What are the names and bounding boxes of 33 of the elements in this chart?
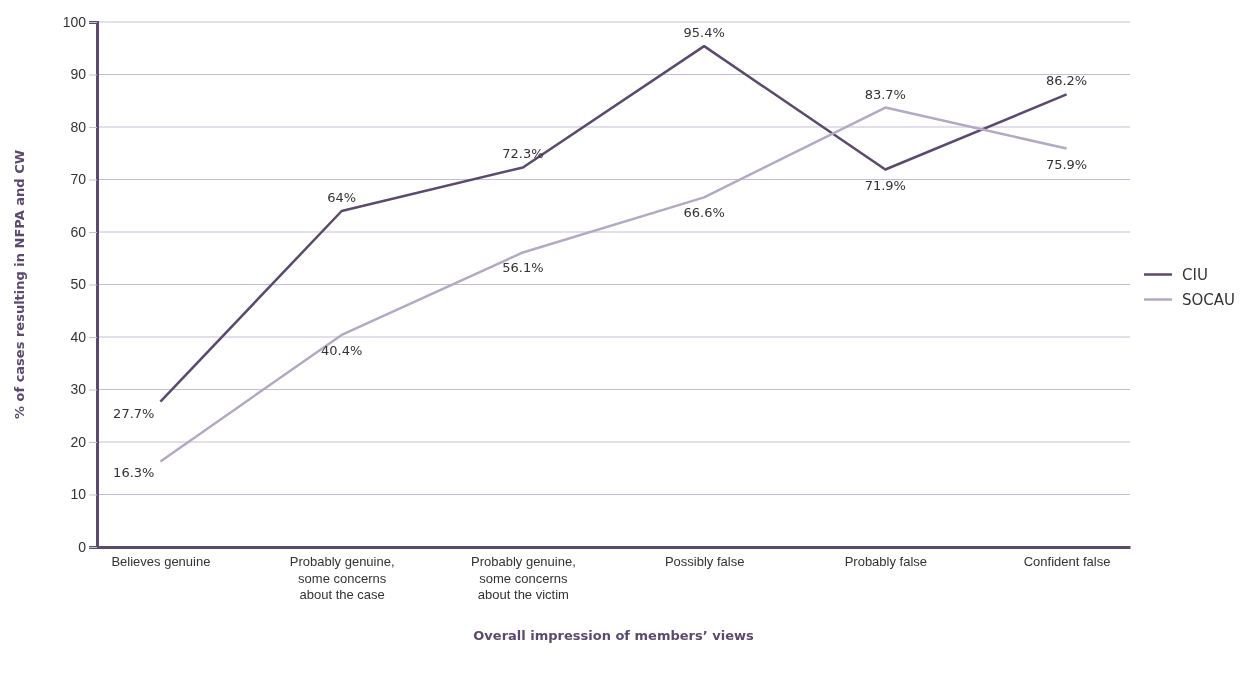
y-tick-label: 90 xyxy=(70,66,87,83)
x-tick-label: Probably false xyxy=(844,553,928,569)
legend-label: CIU xyxy=(1182,265,1208,284)
y-tick-label: 20 xyxy=(70,433,87,450)
y-tick-label: 0 xyxy=(78,538,87,555)
y-axis-title: % of cases resulting in NFPA and CW xyxy=(12,149,27,420)
data-label: 40.4% xyxy=(321,342,363,358)
y-tick-label: 80 xyxy=(70,118,87,135)
x-tick-label: Confident false xyxy=(1023,553,1111,569)
x-tick-label: Probably genuine, some concerns about the case xyxy=(289,553,395,603)
data-label: 64% xyxy=(327,190,357,205)
data-label: 66.6% xyxy=(683,205,725,221)
data-label: 71.9% xyxy=(864,177,906,193)
y-tick-label: 100 xyxy=(62,13,87,30)
x-tick-label: Probably genuine, some concerns about the victim xyxy=(470,553,576,603)
data-label: 86.2% xyxy=(1045,73,1088,89)
data-label: 16.3% xyxy=(113,465,155,481)
data-label: 72.3% xyxy=(502,146,544,162)
y-tick-label: 40 xyxy=(70,328,87,345)
data-label: 95.4% xyxy=(683,25,725,41)
x-tick-label: Possibly false xyxy=(664,553,745,569)
y-tick-label: 10 xyxy=(70,486,87,503)
data-label: 56.1% xyxy=(502,260,544,276)
data-label: 27.7% xyxy=(113,405,155,421)
legend-label: SOCAU xyxy=(1182,290,1236,309)
y-tick-label: 60 xyxy=(70,223,87,240)
y-tick-label: 70 xyxy=(70,171,87,188)
x-tick-label: Believes genuine xyxy=(111,553,211,569)
data-label: 75.9% xyxy=(1045,156,1088,172)
y-tick-label: 50 xyxy=(70,276,87,293)
x-axis-title: Overall impression of members’ views xyxy=(473,628,754,643)
data-label: 83.7% xyxy=(864,86,906,102)
y-tick-label: 30 xyxy=(70,381,87,398)
